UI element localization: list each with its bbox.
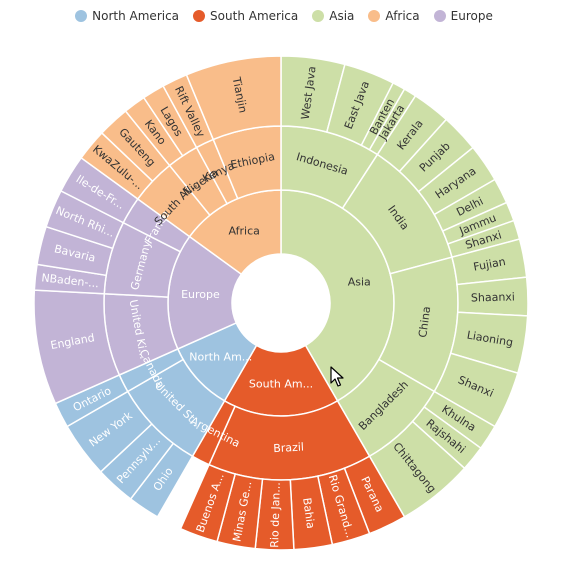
label-shaanxi: Shaanxi <box>471 290 515 304</box>
legend-marker-asia <box>312 10 325 22</box>
label-brazil: Brazil <box>273 441 304 456</box>
label-europe: Europe <box>181 288 220 301</box>
segment-tianjin[interactable] <box>185 55 282 141</box>
legend-marker-africa <box>368 10 381 22</box>
legend-item-europe[interactable]: Europe <box>433 9 493 23</box>
legend-label-south-america: South America <box>210 9 299 23</box>
label-rio-de-janeiro: Rio de Jan... <box>268 482 283 548</box>
label-fujian: Fujian <box>472 255 506 274</box>
label-baden-wurttemberg: NBaden-... <box>41 271 100 290</box>
legend-marker-north-america <box>75 10 88 22</box>
legend-item-north-america[interactable]: North America <box>75 9 179 23</box>
legend-item-asia[interactable]: Asia <box>312 9 354 23</box>
label-bahia: Bahia <box>300 497 317 529</box>
label-south-america: South Am... <box>249 378 313 391</box>
legend-item-africa[interactable]: Africa <box>368 9 420 23</box>
legend-item-south-america[interactable]: South America <box>193 9 298 23</box>
legend-marker-south-america <box>193 10 206 22</box>
label-africa: Africa <box>229 224 260 237</box>
legend-label-north-america: North America <box>92 9 180 23</box>
legend-marker-europe <box>433 10 446 22</box>
label-china: China <box>416 306 433 339</box>
label-asia: Asia <box>348 276 371 289</box>
mouse-pointer-icon <box>330 366 344 387</box>
legend-label-europe: Europe <box>450 9 493 23</box>
legend-label-asia: Asia <box>329 9 355 23</box>
legend-label-africa: Africa <box>385 9 420 23</box>
label-north-america: North Am... <box>189 351 252 364</box>
chart-legend: North America South America Asia Africa Euro… <box>0 6 568 26</box>
